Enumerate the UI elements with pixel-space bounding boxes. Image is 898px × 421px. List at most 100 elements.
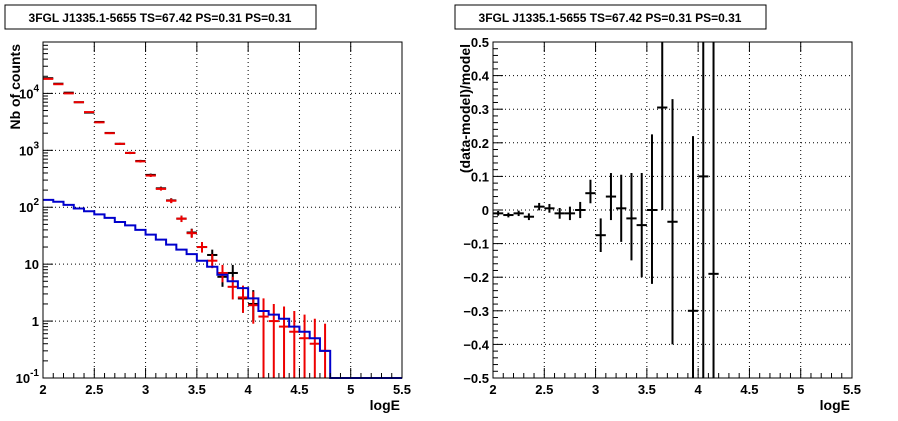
left-ytick-label: 104 <box>19 83 39 101</box>
left-data-point <box>94 121 105 124</box>
left-data-point <box>309 318 320 378</box>
right-data-point <box>595 218 606 252</box>
right-data-point <box>575 201 586 219</box>
left-data-point <box>217 264 228 283</box>
right-xtick-label: 3 <box>592 382 599 397</box>
right-xtick-label: 2.5 <box>535 382 553 397</box>
left-title-box <box>4 4 317 30</box>
left-ytick-label-base: 10 <box>19 200 33 215</box>
left-ytick-label-exponent: 3 <box>33 140 39 151</box>
left-ytick-label-exponent: 2 <box>33 197 39 208</box>
right-ytick-label-base: −0.5 <box>463 371 489 386</box>
left-data-point <box>73 101 85 104</box>
right-ytick-label-base: −0.4 <box>463 337 489 352</box>
left-data-point <box>63 92 74 95</box>
left-data-point <box>43 77 54 80</box>
left-ytick-label-base: 10 <box>19 86 33 101</box>
left-ytick-label-base: 10 <box>19 143 33 158</box>
right-data-point <box>513 210 524 217</box>
right-ytick-label-base: 0 <box>482 203 489 218</box>
right-data-point <box>698 42 709 378</box>
right-ytick-label-base: 0.1 <box>471 169 489 184</box>
right-xtick-label: 3.5 <box>638 382 656 397</box>
left-data-point <box>145 174 156 177</box>
right-ytick-label-base: 0.2 <box>471 136 489 151</box>
left-ytick-label-base: 1 <box>32 314 39 329</box>
right-ytick-label-base: −0.2 <box>463 270 489 285</box>
left-xtick-label: 2 <box>39 382 46 397</box>
right-data-point <box>708 42 719 378</box>
right-ytick-label: −0.1 <box>463 237 489 252</box>
right-data-point <box>626 173 637 261</box>
right-ytick-label-base: −0.1 <box>463 237 489 252</box>
right-xtick-label: 2 <box>489 382 496 397</box>
right-title: 3FGL J1335.1-5655 TS=67.42 PS=0.31 PS=0.… <box>479 11 742 25</box>
right-data-point <box>636 173 647 278</box>
right-data-point <box>564 206 576 221</box>
right-data-point <box>493 211 504 216</box>
right-data-point <box>657 42 668 210</box>
right-ytick-label: 0.2 <box>471 136 489 151</box>
right-data-point <box>554 207 565 219</box>
left-xtick-label: 5.5 <box>393 382 411 397</box>
left-y-axis-title: Nb of counts <box>7 44 23 130</box>
right-plot-area <box>493 42 719 378</box>
left-data-point <box>176 215 187 223</box>
right-panel: 3FGL J1335.1-5655 TS=67.42 PS=0.31 PS=0.… <box>454 4 861 413</box>
left-title: 3FGL J1335.1-5655 TS=67.42 PS=0.31 PS=0.… <box>29 11 292 25</box>
right-x-axis: 2 2.5 3 3.5 4 4.5 5 5.5 <box>489 42 861 397</box>
right-data-point <box>616 174 627 242</box>
left-ytick-label-exponent: -1 <box>30 368 39 379</box>
left-ytick-label: 1 <box>32 314 39 329</box>
right-ytick-label-base: 0.5 <box>471 35 489 50</box>
right-x-axis-title: logE <box>820 397 850 413</box>
right-data-point <box>585 179 596 204</box>
right-data-point <box>503 212 514 218</box>
left-x-axis-title: logE <box>370 397 400 413</box>
right-xtick-label: 5 <box>797 382 804 397</box>
left-ytick-label: 10 <box>25 257 39 272</box>
left-data-point <box>196 242 208 253</box>
right-title-box <box>454 4 767 30</box>
right-data-point <box>646 134 658 284</box>
right-data-point <box>534 202 545 211</box>
left-data-point <box>186 229 197 238</box>
right-xtick-label: 5.5 <box>843 382 861 397</box>
left-ytick-label-exponent: 4 <box>33 83 39 94</box>
left-ytick-label-base: 10 <box>25 257 39 272</box>
left-data-point <box>299 314 310 378</box>
left-data-point <box>155 187 167 191</box>
left-grid <box>43 42 402 378</box>
right-data-point <box>605 173 617 221</box>
left-model-step-line <box>43 198 402 379</box>
right-ytick-label: −0.3 <box>463 304 489 319</box>
left-xtick-label: 5 <box>347 382 354 397</box>
left-frame <box>42 41 403 379</box>
left-ytick-label: 10-1 <box>16 368 40 386</box>
right-data-point <box>544 203 555 213</box>
right-data-point <box>687 136 699 378</box>
left-data-point <box>104 132 115 135</box>
left-data-point <box>114 142 126 145</box>
right-ytick-label-base: −0.3 <box>463 304 489 319</box>
right-ytick-label: 0.3 <box>471 102 489 117</box>
left-ytick-label: 103 <box>19 140 39 158</box>
left-data-point <box>135 160 146 163</box>
left-xtick-label: 4 <box>245 382 253 397</box>
right-xtick-label: 4 <box>695 382 703 397</box>
left-xtick-label: 3 <box>142 382 149 397</box>
left-ytick-label: 102 <box>19 197 39 215</box>
left-plot-area <box>43 77 402 379</box>
left-data-point <box>166 198 177 204</box>
right-xtick-label: 4.5 <box>740 382 758 397</box>
left-panel: 3FGL J1335.1-5655 TS=67.42 PS=0.31 PS=0.… <box>4 4 411 413</box>
right-ytick-label-base: 0.3 <box>471 102 489 117</box>
right-y-axis: −0.5 −0.4 −0.3 −0.2 −0.1 0 0.1 0.2 0.3 0.4 0.5 <box>463 35 503 386</box>
right-ytick-label: 0.4 <box>471 69 490 84</box>
left-data-point <box>248 291 259 324</box>
left-data-point <box>289 311 300 378</box>
left-data-point <box>53 83 64 86</box>
right-ytick-label: 0.5 <box>471 35 489 50</box>
left-data-point <box>268 303 279 378</box>
